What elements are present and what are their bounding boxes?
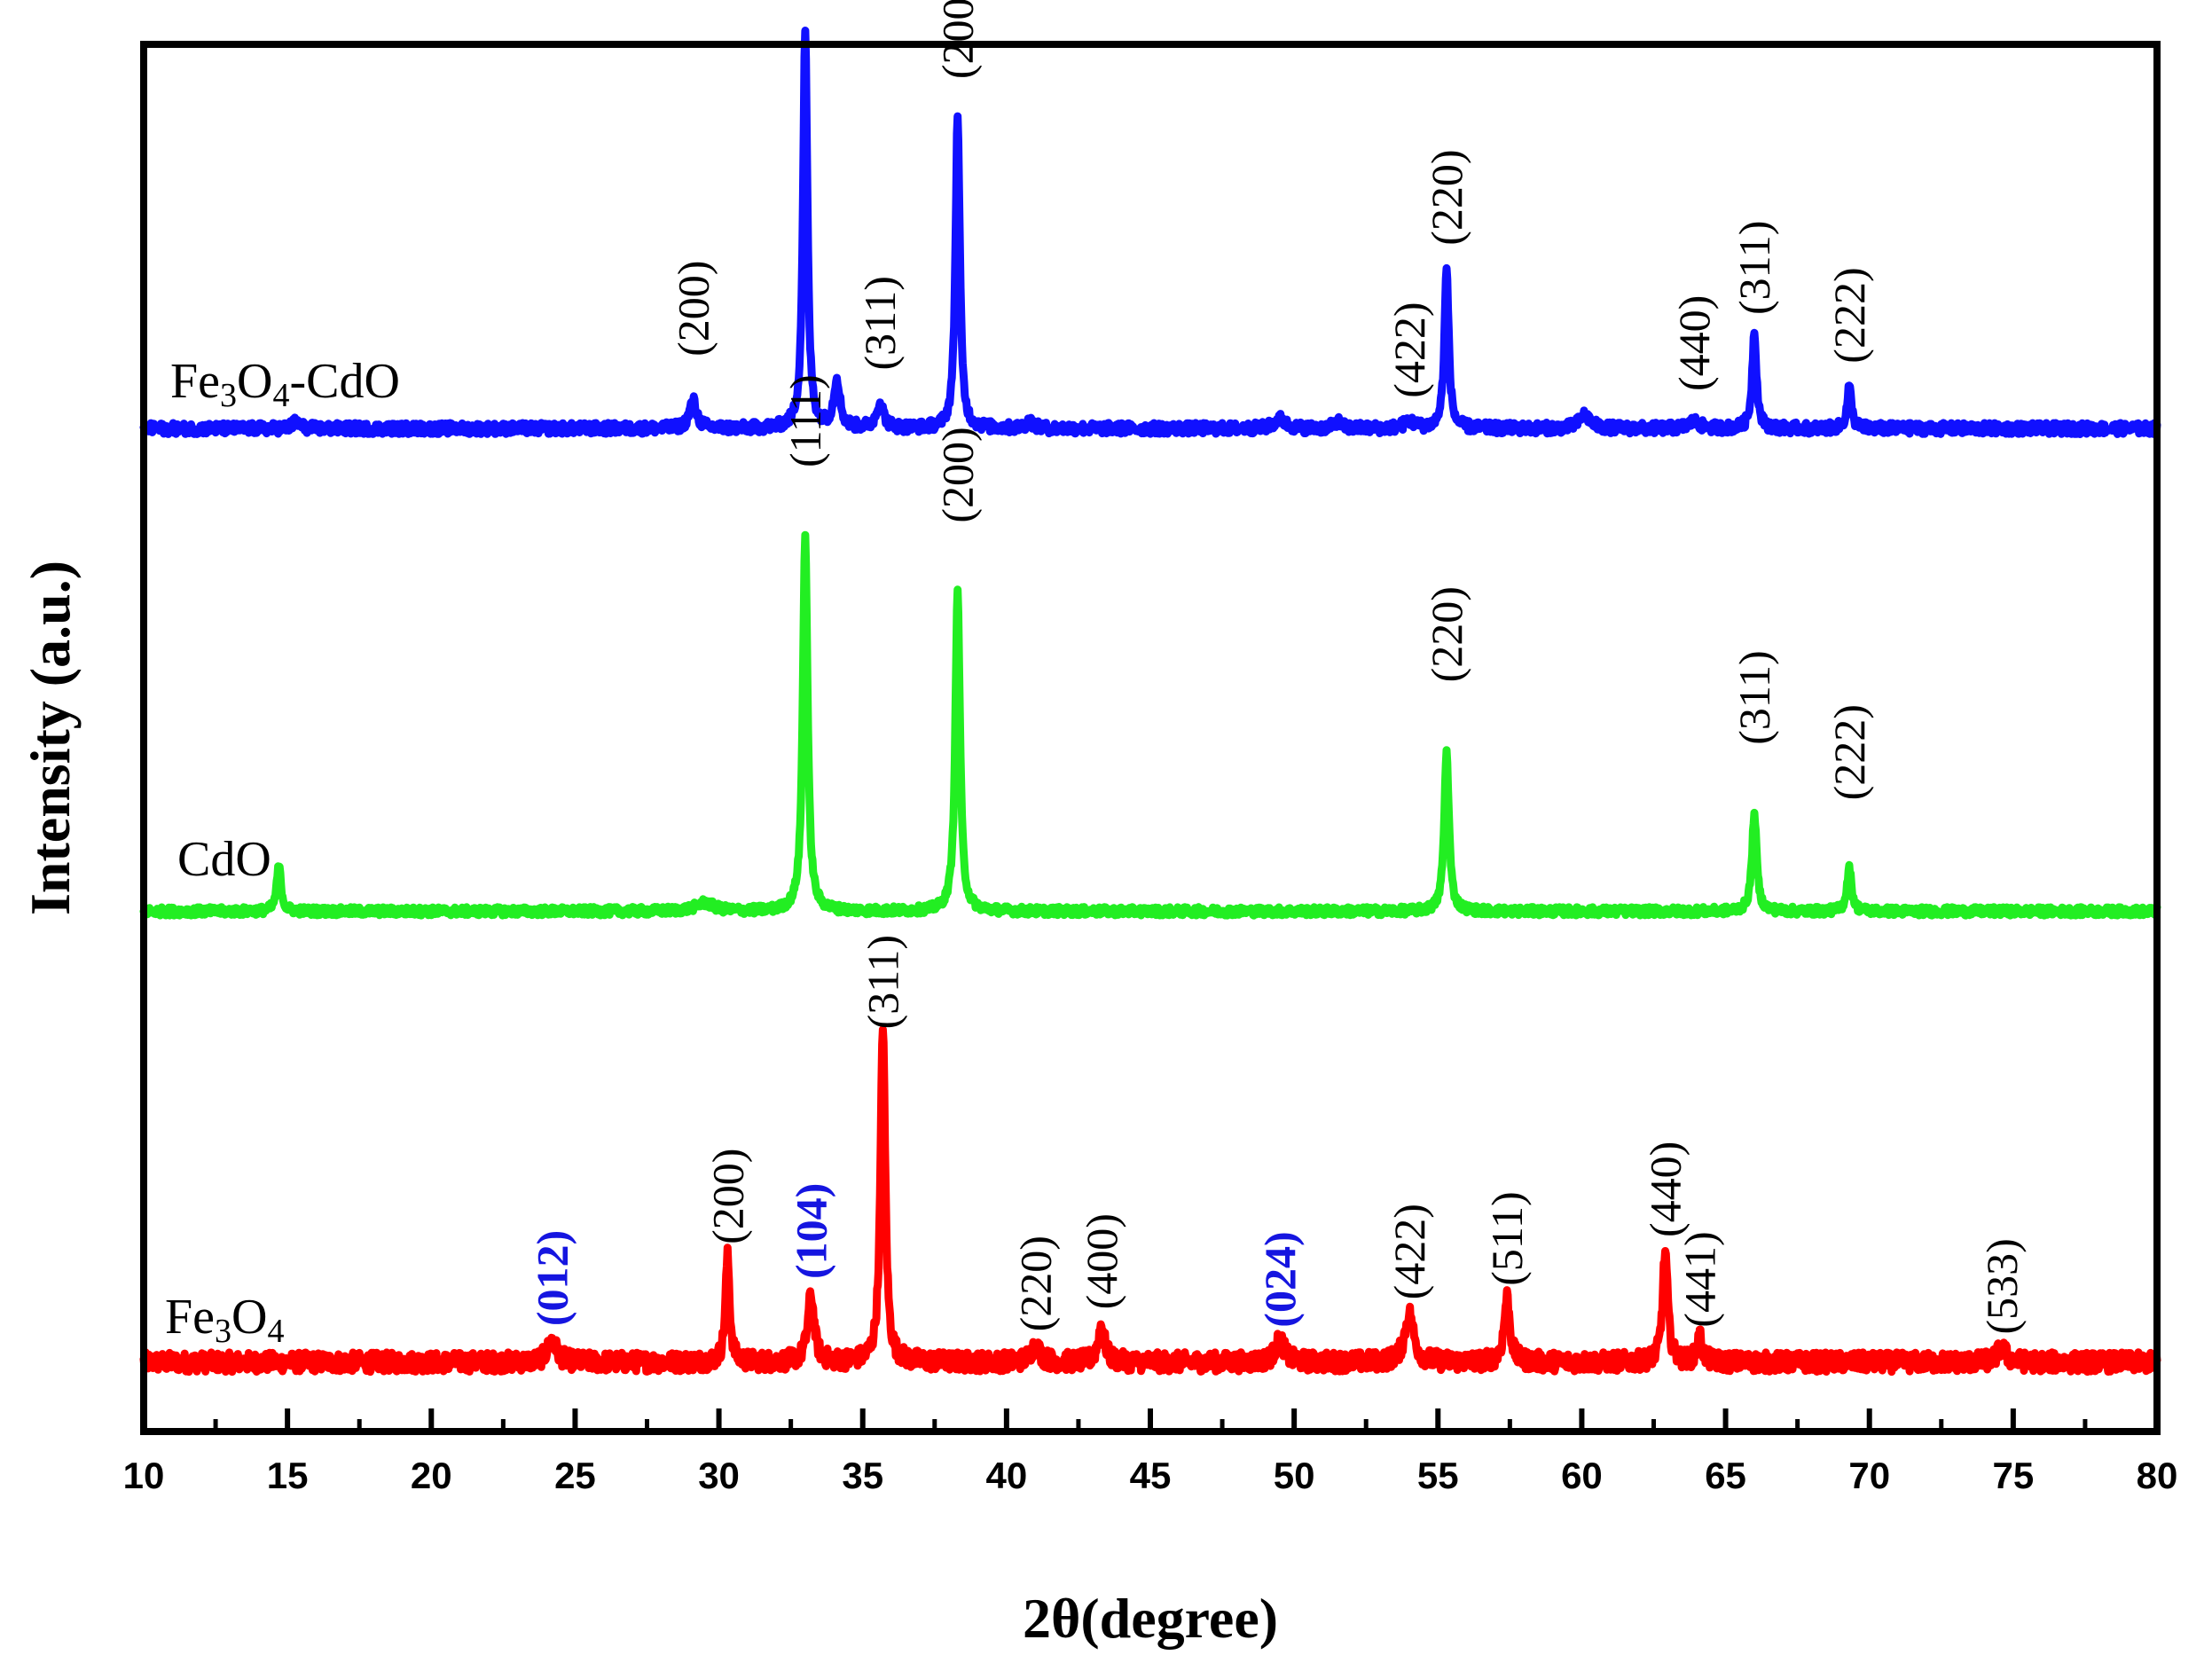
peak-label: (422) bbox=[1384, 302, 1434, 397]
peak-label: (220) bbox=[1422, 586, 1471, 682]
x-tick-label: 65 bbox=[1705, 1455, 1746, 1496]
x-tick-label: 35 bbox=[842, 1455, 883, 1496]
peak-label: (311) bbox=[855, 276, 905, 370]
series-name-layer: Fe3O4 CdO Fe3O4-CdO bbox=[165, 354, 400, 1350]
peak-label: (012) bbox=[528, 1230, 577, 1326]
series-layer bbox=[139, 27, 2161, 1377]
peak-label: (440) bbox=[1669, 295, 1719, 391]
y-axis-title: Intensity (a.u.) bbox=[19, 561, 82, 915]
peak-label: (222) bbox=[1824, 267, 1874, 363]
peak-label-layer: (012) (200) (104) (311) (220) (400) (024) (422)… bbox=[528, 0, 2027, 1335]
peak-label: (200) bbox=[668, 261, 718, 357]
peak-label: (222) bbox=[1824, 704, 1874, 800]
peak-label: (441) bbox=[1675, 1231, 1724, 1327]
peak-label: (311) bbox=[858, 935, 907, 1029]
peak-label: (311) bbox=[1730, 221, 1779, 315]
series-line-1 bbox=[139, 530, 2161, 920]
peak-label: (200) bbox=[702, 1149, 752, 1244]
x-tick-label: 25 bbox=[554, 1455, 596, 1496]
x-axis-title: 2θ(degree) bbox=[1023, 1587, 1278, 1650]
peak-label: (440) bbox=[1641, 1141, 1690, 1237]
series-line-2 bbox=[139, 27, 2161, 438]
series-label-fe3o4-cdo: Fe3O4-CdO bbox=[170, 354, 400, 414]
peak-label: (511) bbox=[1482, 1191, 1532, 1285]
peak-label: (220) bbox=[1422, 149, 1471, 245]
series-line-0 bbox=[139, 1025, 2161, 1377]
x-tick-label: 60 bbox=[1561, 1455, 1603, 1496]
x-axis: 10 15 20 25 30 35 40 45 50 55 60 65 70 75 80 bbox=[123, 1408, 2178, 1496]
peak-label: (400) bbox=[1077, 1213, 1126, 1309]
x-tick-label: 75 bbox=[1992, 1455, 2034, 1496]
x-tick-label: 20 bbox=[411, 1455, 452, 1496]
peak-label: (024) bbox=[1255, 1231, 1305, 1327]
peak-label: (111) bbox=[780, 374, 830, 467]
peak-label: (220) bbox=[1010, 1236, 1060, 1331]
peak-label: (200) bbox=[933, 427, 983, 522]
x-tick-label: 55 bbox=[1417, 1455, 1459, 1496]
peak-label: (311) bbox=[1730, 650, 1779, 744]
x-tick-label: 50 bbox=[1274, 1455, 1315, 1496]
x-tick-label: 70 bbox=[1848, 1455, 1890, 1496]
x-tick-label: 30 bbox=[698, 1455, 740, 1496]
x-tick-label: 40 bbox=[985, 1455, 1027, 1496]
series-label-cdo: CdO bbox=[177, 832, 271, 887]
x-tick-label: 10 bbox=[123, 1455, 165, 1496]
peak-label: (200) bbox=[933, 0, 983, 79]
peak-label: (422) bbox=[1384, 1204, 1434, 1299]
x-tick-label: 80 bbox=[2137, 1455, 2178, 1496]
series-label-fe3o4: Fe3O4 bbox=[165, 1290, 284, 1350]
x-tick-label: 45 bbox=[1130, 1455, 1172, 1496]
peak-label: (533) bbox=[1977, 1238, 2027, 1334]
peak-label: (104) bbox=[786, 1183, 835, 1279]
x-tick-label: 15 bbox=[267, 1455, 309, 1496]
